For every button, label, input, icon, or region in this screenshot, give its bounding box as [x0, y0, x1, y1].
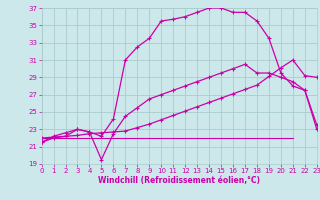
- X-axis label: Windchill (Refroidissement éolien,°C): Windchill (Refroidissement éolien,°C): [98, 176, 260, 185]
